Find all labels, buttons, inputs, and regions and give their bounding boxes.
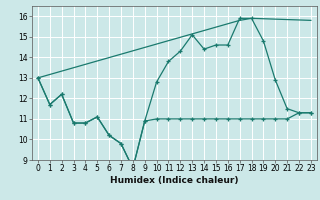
X-axis label: Humidex (Indice chaleur): Humidex (Indice chaleur) — [110, 176, 239, 185]
